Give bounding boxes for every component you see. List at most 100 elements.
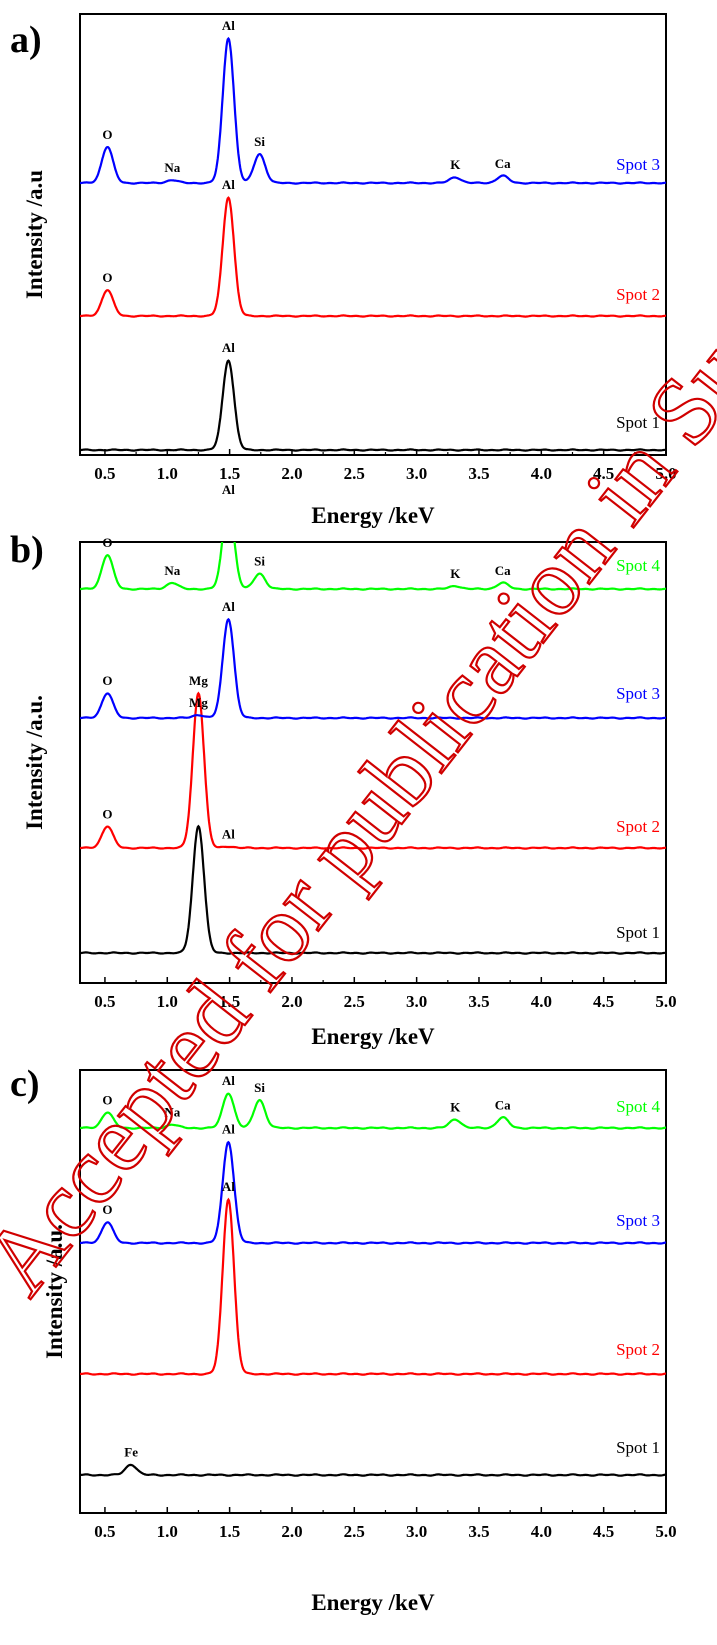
panel-2: 0.5 1.0 1.5 2.0 2.5 3.0 3.5 4.0 4.5 5.0 Energy /ke… bbox=[10, 482, 677, 1049]
x-tick-label: 3.0 bbox=[406, 464, 427, 483]
peak-label: Al bbox=[222, 177, 235, 192]
x-tick-label: 5.0 bbox=[655, 464, 676, 483]
peak-label: Al bbox=[222, 1179, 235, 1194]
x-tick-label: 3.0 bbox=[406, 1522, 427, 1541]
peak-label: K bbox=[450, 566, 461, 581]
spectra bbox=[80, 1092, 666, 1477]
panel-1: 0.5 1.0 1.5 2.0 2.5 3.0 3.5 4.0 4.5 5.0 Energy /ke… bbox=[10, 13, 677, 528]
x-tick-label: 5.0 bbox=[655, 1522, 676, 1541]
series-label: Spot 2 bbox=[616, 817, 660, 836]
x-axis-label: Energy /keV bbox=[311, 1590, 435, 1615]
x-tick-label: 2.0 bbox=[281, 464, 302, 483]
x-tick-label: 2.5 bbox=[344, 464, 365, 483]
x-tick-label: 4.5 bbox=[593, 1522, 614, 1541]
peak-label: Al bbox=[222, 826, 235, 841]
x-tick-label: 2.0 bbox=[281, 992, 302, 1011]
panel-3: 0.5 1.0 1.5 2.0 2.5 3.0 3.5 4.0 4.5 5.0 Energy /ke… bbox=[10, 1063, 677, 1615]
y-axis-label: Intensity /a.u. bbox=[22, 695, 47, 830]
peak-label: Al bbox=[222, 1073, 235, 1088]
panels-layer: 0.5 1.0 1.5 2.0 2.5 3.0 3.5 4.0 4.5 5.0 Energy /ke… bbox=[10, 13, 677, 1615]
annotations: Spot 1 O Mg Al Spot 2 O Mg Al Spot 3 O Na Al Si K Ca Sp… bbox=[102, 482, 660, 942]
peak-label: Si bbox=[254, 134, 265, 149]
x-tick-label: 3.0 bbox=[406, 992, 427, 1011]
peak-label: O bbox=[102, 127, 112, 142]
series-label: Spot 1 bbox=[616, 413, 660, 432]
panel-label: a) bbox=[10, 19, 42, 61]
x-tick-label: 2.5 bbox=[344, 992, 365, 1011]
x-tick-label: 3.5 bbox=[468, 1522, 489, 1541]
panel-label: b) bbox=[10, 529, 44, 571]
series-label: Spot 3 bbox=[616, 155, 660, 174]
spectrum-line-spot-2 bbox=[80, 196, 666, 318]
spectra bbox=[80, 542, 666, 955]
spectrum-line-spot-4 bbox=[80, 542, 666, 591]
x-tick-label: 1.5 bbox=[219, 992, 240, 1011]
series-label: Spot 3 bbox=[616, 1211, 660, 1230]
plot-frame bbox=[79, 1069, 667, 1514]
x-tick-label: 1.0 bbox=[157, 464, 178, 483]
x-tick-label: 5.0 bbox=[655, 992, 676, 1011]
peak-label: O bbox=[102, 1202, 112, 1217]
x-tick-label: 3.5 bbox=[468, 464, 489, 483]
x-tick-label: 4.0 bbox=[531, 464, 552, 483]
peak-label: Al bbox=[222, 599, 235, 614]
peak-label: Si bbox=[254, 554, 265, 569]
x-tick-label: 4.5 bbox=[593, 992, 614, 1011]
x-tick-label: 1.0 bbox=[157, 1522, 178, 1541]
series-label: Spot 2 bbox=[616, 285, 660, 304]
x-tick-label: 0.5 bbox=[94, 992, 115, 1011]
x-axis-label: Energy /keV bbox=[311, 1024, 435, 1049]
spectrum-line-spot-3 bbox=[80, 1140, 666, 1245]
x-ticks: 0.5 1.0 1.5 2.0 2.5 3.0 3.5 4.0 4.5 5.0 bbox=[94, 1507, 677, 1541]
peak-label: Fe bbox=[124, 1445, 138, 1460]
x-tick-label: 3.5 bbox=[468, 992, 489, 1011]
spectrum-line-spot-1 bbox=[80, 359, 666, 452]
annotations: Fe Spot 1 Al Spot 2 O Al Spot 3 O Na Al Si K Ca Spot … bbox=[102, 1073, 660, 1460]
peak-label: O bbox=[102, 535, 112, 550]
x-tick-label: 1.5 bbox=[219, 1522, 240, 1541]
peak-label: Na bbox=[164, 160, 180, 175]
x-ticks: 0.5 1.0 1.5 2.0 2.5 3.0 3.5 4.0 4.5 5.0 bbox=[94, 449, 677, 483]
panel-label: c) bbox=[10, 1063, 40, 1105]
series-label: Spot 4 bbox=[616, 556, 660, 575]
x-tick-label: 0.5 bbox=[94, 1522, 115, 1541]
peak-label: Mg bbox=[189, 695, 208, 710]
x-tick-label: 0.5 bbox=[94, 464, 115, 483]
series-label: Spot 3 bbox=[616, 684, 660, 703]
peak-label: Al bbox=[222, 482, 235, 497]
peak-label: O bbox=[102, 806, 112, 821]
y-axis-label: Intensity /a.u bbox=[22, 170, 47, 299]
peak-label: O bbox=[102, 270, 112, 285]
annotations: Al Spot 1 O Al Spot 2 O Na Al Si K Ca Spot 3 bbox=[102, 18, 660, 432]
peak-label: O bbox=[102, 673, 112, 688]
spectrum-line-spot-1 bbox=[80, 824, 666, 955]
series-label: Spot 2 bbox=[616, 1340, 660, 1359]
watermark-layer: Accepted for publication in Surf. Coat. … bbox=[0, 0, 717, 1314]
peak-label: Mg bbox=[189, 673, 208, 688]
x-tick-label: 1.0 bbox=[157, 992, 178, 1011]
peak-label: Na bbox=[164, 563, 180, 578]
peak-label: K bbox=[450, 1099, 461, 1114]
peak-label: Al bbox=[222, 340, 235, 355]
y-axis-label: Intensity /a.u. bbox=[42, 1224, 67, 1359]
peak-label: Ca bbox=[495, 156, 511, 171]
x-tick-label: 4.0 bbox=[531, 992, 552, 1011]
spectra bbox=[80, 36, 666, 452]
x-tick-label: 4.0 bbox=[531, 1522, 552, 1541]
spectrum-line-spot-2 bbox=[80, 691, 666, 850]
spectrum-line-spot-3 bbox=[80, 36, 666, 185]
plot-frame bbox=[79, 541, 667, 984]
spectrum-line-spot-1 bbox=[80, 1463, 666, 1477]
x-tick-label: 2.0 bbox=[281, 1522, 302, 1541]
x-tick-label: 2.5 bbox=[344, 1522, 365, 1541]
peak-label: Al bbox=[222, 18, 235, 33]
x-tick-label: 4.5 bbox=[593, 464, 614, 483]
watermark-text: Accepted for publication in Surf. Coat. … bbox=[0, 0, 717, 1314]
peak-label: Ca bbox=[495, 563, 511, 578]
spectrum-line-spot-2 bbox=[80, 1197, 666, 1376]
peak-label: Al bbox=[222, 1122, 235, 1137]
peak-label: Ca bbox=[495, 1098, 511, 1113]
series-label: Spot 1 bbox=[616, 1438, 660, 1457]
spectrum-line-spot-4 bbox=[80, 1092, 666, 1130]
